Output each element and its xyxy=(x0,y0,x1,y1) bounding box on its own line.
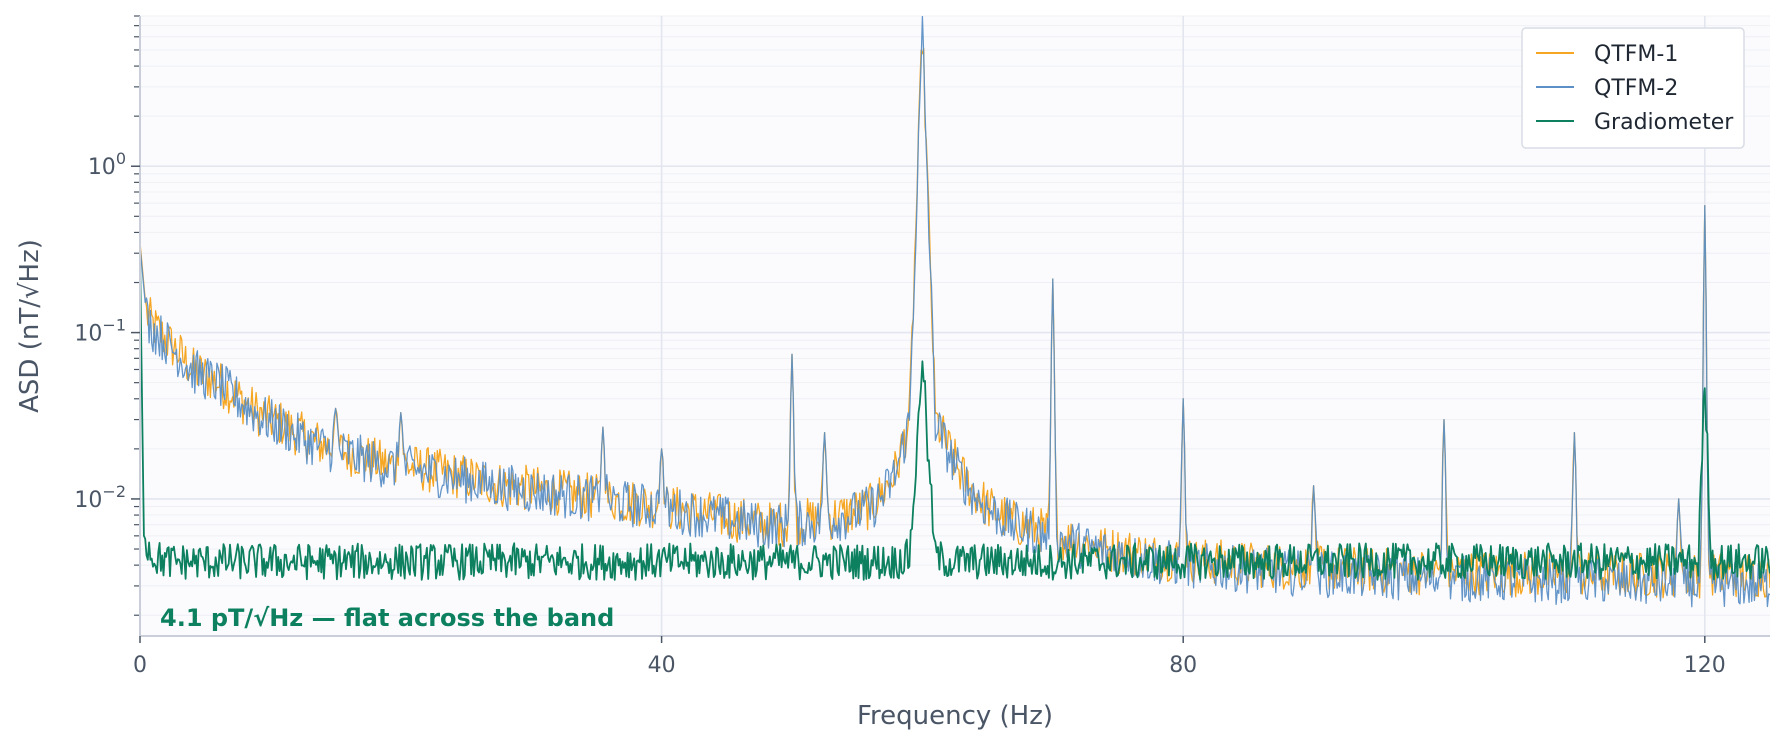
legend-entry: QTFM-1 xyxy=(1594,42,1678,67)
x-tick-label: 80 xyxy=(1169,653,1197,678)
y-ticks: 10−2 10−1 100 xyxy=(74,149,140,513)
x-ticks: 0 40 80 120 xyxy=(133,636,1726,678)
series-layer xyxy=(140,16,1770,608)
y-tick-label: 10−2 xyxy=(74,482,126,513)
x-axis-title: Frequency (Hz) xyxy=(857,701,1053,731)
legend-entry: QTFM-2 xyxy=(1594,76,1678,101)
legend: QTFM-1 QTFM-2 Gradiometer xyxy=(1521,27,1745,149)
series-line-gradiometer xyxy=(140,253,1770,581)
noise-floor-annotation: 4.1 pT/√Hz — flat across the band xyxy=(160,604,614,632)
legend-entry: Gradiometer xyxy=(1594,110,1734,135)
plot-background xyxy=(140,16,1770,636)
x-tick-label: 120 xyxy=(1684,653,1726,678)
y-tick-label: 100 xyxy=(88,149,126,180)
y-axis-title: ASD (nT/√Hz) xyxy=(15,239,45,413)
x-tick-label: 0 xyxy=(133,653,147,678)
series-line-qtfm-2 xyxy=(140,16,1770,608)
legend-box xyxy=(1521,27,1745,149)
y-tick-label: 10−1 xyxy=(74,316,126,347)
series-line-qtfm-1 xyxy=(140,47,1770,599)
x-tick-label: 40 xyxy=(648,653,676,678)
